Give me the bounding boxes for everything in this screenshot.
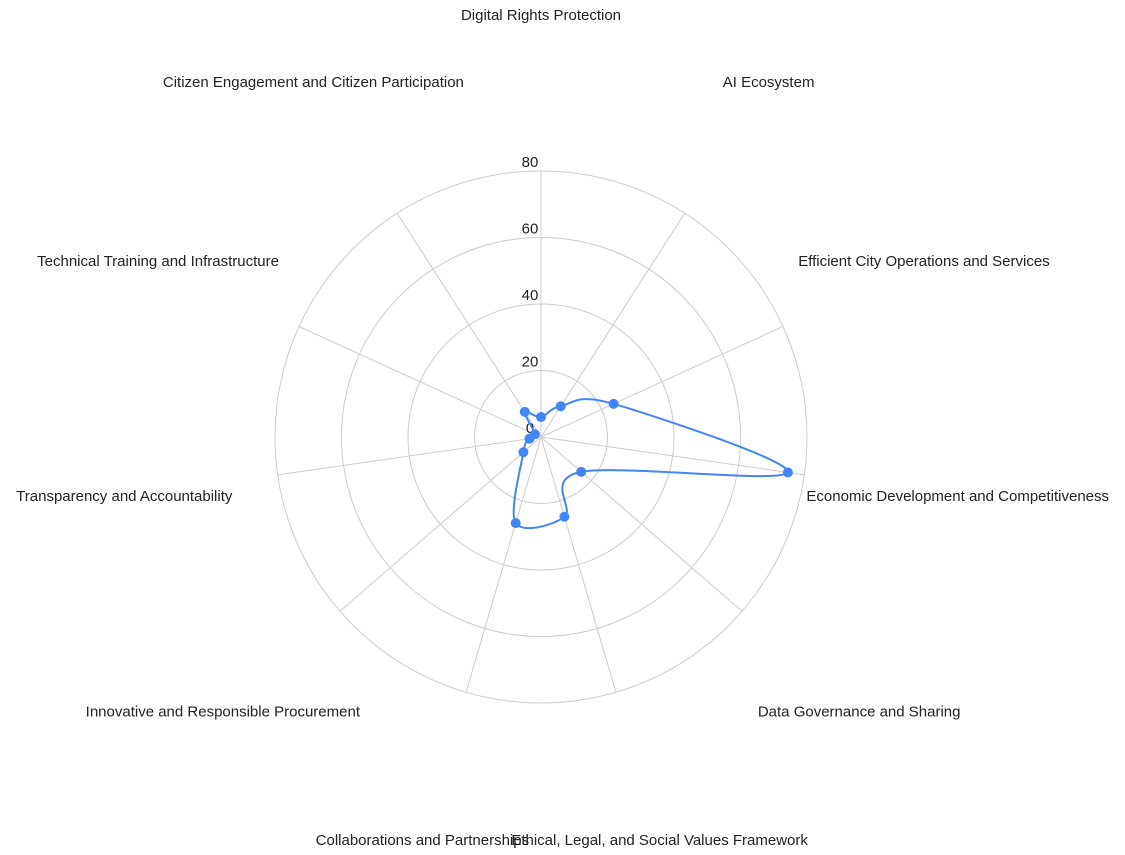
category-label: Innovative and Responsible Procurement [86,704,361,721]
point [576,466,587,477]
category-label: Technical Training and Infrastructure [37,253,279,270]
spoke [540,326,784,438]
y-tick-label: 80 [522,154,539,171]
spoke [540,436,805,476]
point [608,398,619,409]
point [510,518,521,529]
point [519,406,530,417]
category-label: Data Governance and Sharing [758,704,961,721]
spoke [277,436,542,476]
category-label: Collaborations and Partnerships [316,832,529,849]
category-label: Efficient City Operations and Services [798,253,1050,270]
point [559,511,570,522]
category-label: AI Ecosystem [723,74,815,91]
y-tick-label: 40 [522,287,539,304]
point [529,429,540,440]
point [555,401,566,412]
spoke [465,436,542,693]
spoke [540,436,617,693]
category-label: Digital Rights Protection [461,7,621,24]
category-label: Economic Development and Competitiveness [806,488,1109,505]
category-label: Ethical, Legal, and Social Values Framew… [511,832,808,849]
y-tick-label: 0 [526,420,534,437]
series-line [512,398,789,530]
category-label: Citizen Engagement and Citizen Participa… [163,74,464,91]
category-label: Transparency and Accountability [16,488,233,505]
y-tick-label: 20 [522,353,539,370]
y-tick-label: 60 [522,220,539,237]
spoke [396,212,542,438]
point [782,467,793,478]
spoke [298,326,542,438]
point [536,412,546,423]
point [518,447,529,458]
spoke [540,436,743,612]
spoke [540,212,686,438]
spoke [339,436,542,612]
